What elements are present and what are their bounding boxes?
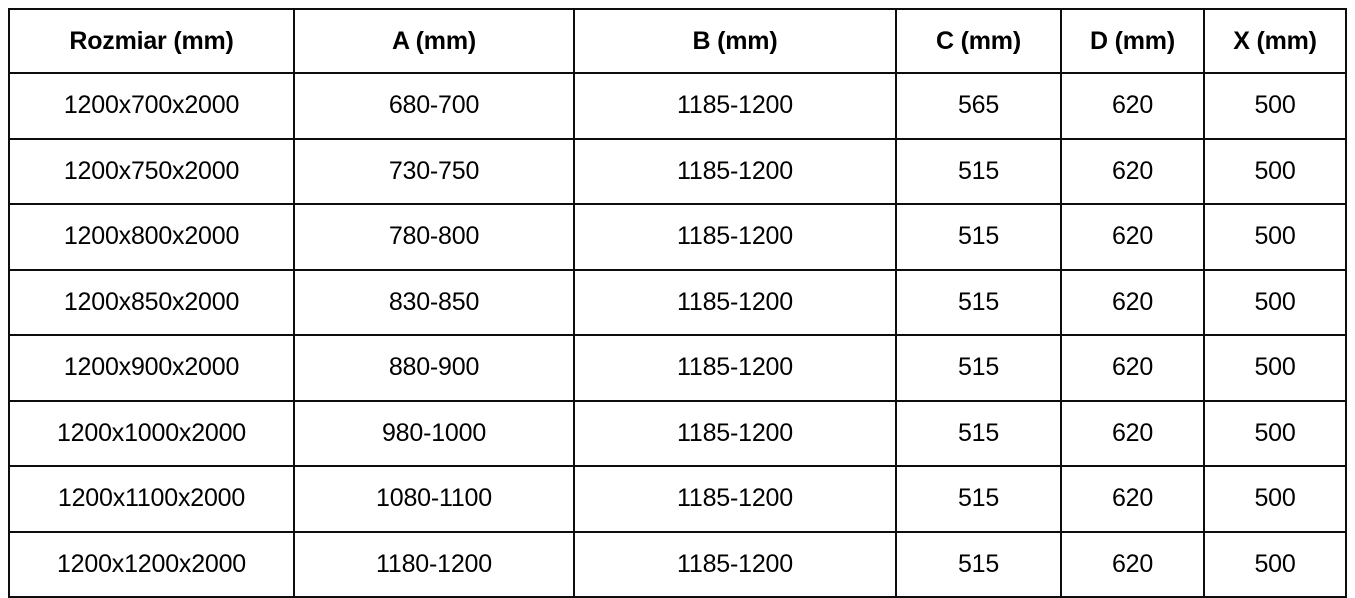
table-row: 1200x700x2000 680-700 1185-1200 565 620 …: [8, 72, 1347, 140]
cell-x: 500: [1203, 399, 1347, 467]
table-row: 1200x900x2000 880-900 1185-1200 515 620 …: [8, 334, 1347, 402]
cell-size: 1200x850x2000: [8, 268, 295, 336]
cell-b: 1185-1200: [573, 334, 897, 402]
cell-size: 1200x1100x2000: [8, 465, 295, 533]
cell-b: 1185-1200: [573, 465, 897, 533]
cell-c: 515: [895, 203, 1062, 271]
column-header-c: C (mm): [895, 8, 1062, 74]
cell-size: 1200x700x2000: [8, 72, 295, 140]
cell-x: 500: [1203, 334, 1347, 402]
dimensions-table-container: Rozmiar (mm) A (mm) B (mm) C (mm) D (mm)…: [8, 8, 1347, 598]
table-row: 1200x1100x2000 1080-1100 1185-1200 515 6…: [8, 465, 1347, 533]
cell-a: 680-700: [293, 72, 575, 140]
cell-a: 980-1000: [293, 399, 575, 467]
column-header-b: B (mm): [573, 8, 897, 74]
cell-d: 620: [1060, 137, 1205, 205]
cell-c: 515: [895, 334, 1062, 402]
cell-d: 620: [1060, 203, 1205, 271]
cell-size: 1200x900x2000: [8, 334, 295, 402]
cell-c: 515: [895, 137, 1062, 205]
cell-a: 1180-1200: [293, 530, 575, 598]
cell-c: 515: [895, 268, 1062, 336]
cell-a: 1080-1100: [293, 465, 575, 533]
cell-d: 620: [1060, 399, 1205, 467]
cell-a: 730-750: [293, 137, 575, 205]
cell-c: 565: [895, 72, 1062, 140]
dimensions-table: Rozmiar (mm) A (mm) B (mm) C (mm) D (mm)…: [8, 8, 1347, 598]
table-row: 1200x800x2000 780-800 1185-1200 515 620 …: [8, 203, 1347, 271]
cell-d: 620: [1060, 72, 1205, 140]
table-row: 1200x750x2000 730-750 1185-1200 515 620 …: [8, 137, 1347, 205]
column-header-x: X (mm): [1203, 8, 1347, 74]
cell-x: 500: [1203, 465, 1347, 533]
cell-b: 1185-1200: [573, 530, 897, 598]
cell-x: 500: [1203, 72, 1347, 140]
table-row: 1200x1200x2000 1180-1200 1185-1200 515 6…: [8, 530, 1347, 598]
cell-b: 1185-1200: [573, 203, 897, 271]
cell-a: 830-850: [293, 268, 575, 336]
cell-x: 500: [1203, 530, 1347, 598]
cell-b: 1185-1200: [573, 137, 897, 205]
cell-c: 515: [895, 399, 1062, 467]
cell-b: 1185-1200: [573, 72, 897, 140]
cell-d: 620: [1060, 268, 1205, 336]
cell-x: 500: [1203, 137, 1347, 205]
cell-c: 515: [895, 465, 1062, 533]
cell-size: 1200x750x2000: [8, 137, 295, 205]
cell-d: 620: [1060, 530, 1205, 598]
cell-a: 780-800: [293, 203, 575, 271]
cell-x: 500: [1203, 203, 1347, 271]
column-header-a: A (mm): [293, 8, 575, 74]
cell-size: 1200x1200x2000: [8, 530, 295, 598]
cell-x: 500: [1203, 268, 1347, 336]
cell-b: 1185-1200: [573, 399, 897, 467]
table-row: 1200x1000x2000 980-1000 1185-1200 515 62…: [8, 399, 1347, 467]
column-header-d: D (mm): [1060, 8, 1205, 74]
cell-size: 1200x800x2000: [8, 203, 295, 271]
table-body: 1200x700x2000 680-700 1185-1200 565 620 …: [8, 72, 1347, 598]
cell-d: 620: [1060, 334, 1205, 402]
table-header: Rozmiar (mm) A (mm) B (mm) C (mm) D (mm)…: [8, 8, 1347, 74]
table-row: 1200x850x2000 830-850 1185-1200 515 620 …: [8, 268, 1347, 336]
table-header-row: Rozmiar (mm) A (mm) B (mm) C (mm) D (mm)…: [8, 8, 1347, 74]
cell-size: 1200x1000x2000: [8, 399, 295, 467]
cell-a: 880-900: [293, 334, 575, 402]
column-header-size: Rozmiar (mm): [8, 8, 295, 74]
cell-b: 1185-1200: [573, 268, 897, 336]
cell-d: 620: [1060, 465, 1205, 533]
cell-c: 515: [895, 530, 1062, 598]
